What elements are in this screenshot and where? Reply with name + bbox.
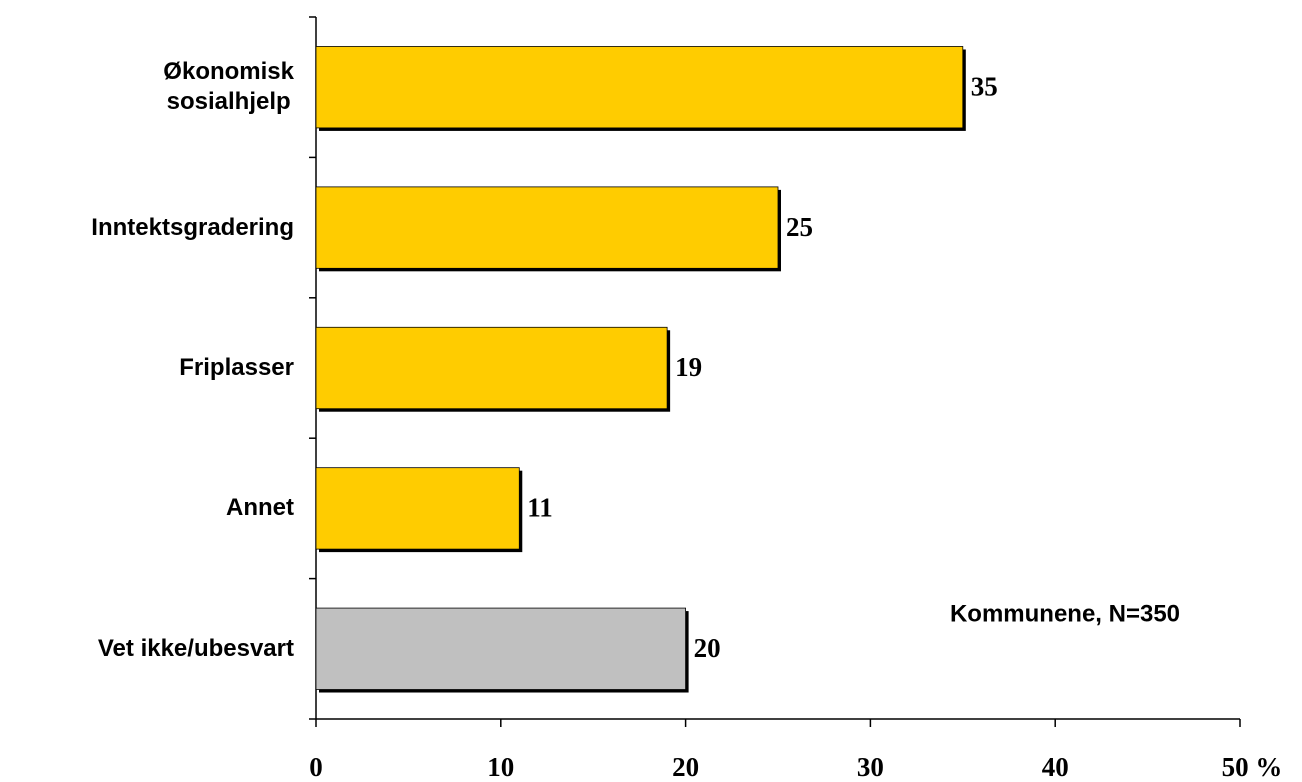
x-tick-label: 0 (309, 752, 323, 782)
category-label: Inntektsgradering (91, 213, 294, 241)
annotation: Kommunene, N=350 (950, 600, 1180, 627)
value-label: 25 (786, 212, 813, 242)
x-tick-label: 30 (857, 752, 884, 782)
bar (315, 607, 687, 690)
bar (315, 326, 668, 410)
value-label: 19 (675, 352, 702, 382)
bar (315, 467, 520, 550)
x-tick-label: 50 % (1222, 752, 1283, 782)
category-label: Økonomisk sosialhjelp (163, 58, 294, 116)
category-label: Vet ikke/ubesvart (97, 634, 294, 662)
value-label: 11 (527, 493, 553, 523)
value-label: 35 (971, 71, 998, 101)
category-label: Friplasser (179, 354, 294, 381)
x-tick-label: 20 (672, 752, 699, 782)
bar (315, 186, 779, 269)
bar (315, 46, 964, 129)
value-label: 20 (694, 633, 721, 663)
x-tick-label: 10 (487, 752, 514, 782)
category-label: Annet (226, 494, 294, 522)
x-tick-label: 40 (1042, 752, 1069, 782)
